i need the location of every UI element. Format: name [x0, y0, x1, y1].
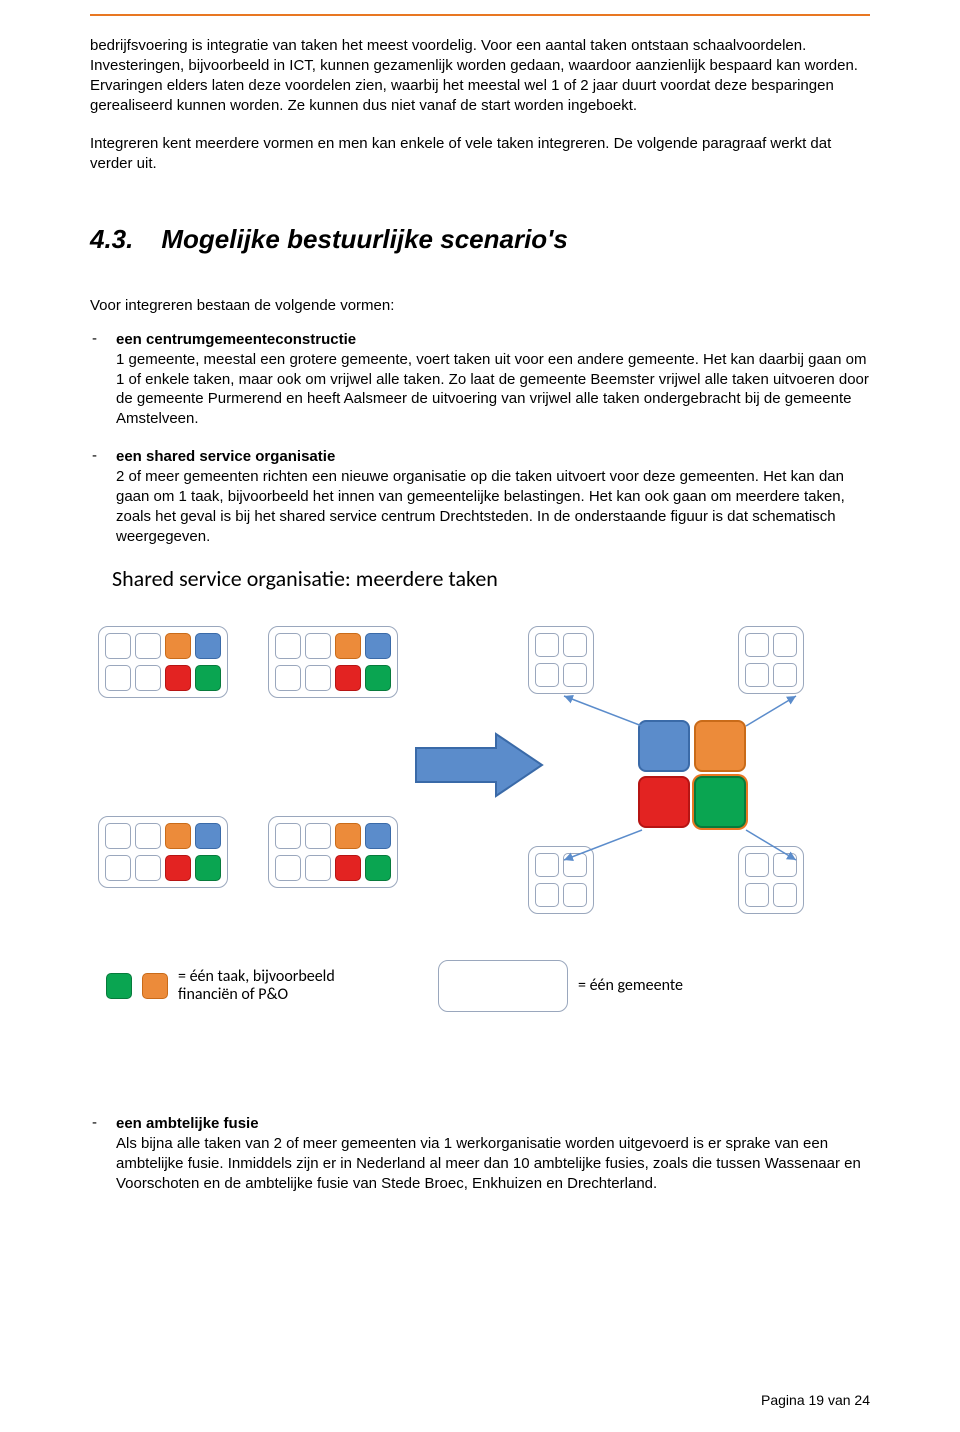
- shared-task-orange: [694, 720, 746, 772]
- connector-line: [742, 826, 802, 866]
- legend-task-green-icon: [106, 973, 132, 999]
- municipality-box: [98, 816, 228, 888]
- item1-title: een centrumgemeenteconstructie: [116, 331, 356, 348]
- diagram-title: Shared service organisatie: meerdere tak…: [112, 565, 870, 592]
- list-item-1: - een centrumgemeenteconstructie 1 gemee…: [90, 330, 870, 430]
- municipality-box-reduced: [738, 626, 804, 694]
- item2-body: 2 of meer gemeenten richten een nieuwe o…: [116, 468, 845, 545]
- intro-paragraph-1: bedrijfsvoering is integratie van taken …: [90, 36, 870, 116]
- legend-task-text: = één taak, bijvoorbeeld financiën of P&…: [178, 968, 378, 1003]
- bullet-icon: -: [90, 447, 116, 547]
- connector-line: [558, 826, 648, 866]
- item2-title: een shared service organisatie: [116, 448, 335, 465]
- shared-service-diagram: = één taak, bijvoorbeeld financiën of P&…: [98, 626, 870, 1086]
- municipality-box: [268, 816, 398, 888]
- bullet-icon: -: [90, 1114, 116, 1194]
- connector-line: [742, 692, 802, 732]
- item3-title: een ambtelijke fusie: [116, 1115, 259, 1132]
- legend-municipality-icon: [438, 960, 568, 1012]
- list-intro: Voor integreren bestaan de volgende vorm…: [90, 297, 870, 314]
- shared-task-green: [694, 776, 746, 828]
- bullet-icon: -: [90, 330, 116, 430]
- heading-number: 4.3.: [90, 224, 133, 255]
- legend-muni-text: = één gemeente: [578, 977, 683, 995]
- section-heading: 4.3. Mogelijke bestuurlijke scenario's: [90, 224, 870, 255]
- item1-body: 1 gemeente, meestal een grotere gemeente…: [116, 351, 869, 428]
- intro-paragraph-2: Integreren kent meerdere vormen en men k…: [90, 134, 870, 174]
- transfer-arrow-icon: [416, 734, 542, 796]
- diagram-legend: = één taak, bijvoorbeeld financiën of P&…: [98, 954, 870, 1012]
- municipality-box: [98, 626, 228, 698]
- page-footer: Pagina 19 van 24: [761, 1392, 870, 1408]
- item3-body: Als bijna alle taken van 2 of meer gemee…: [116, 1135, 861, 1192]
- list-item-3: - een ambtelijke fusie Als bijna alle ta…: [90, 1114, 870, 1194]
- legend-task-orange-icon: [142, 973, 168, 999]
- municipality-box: [268, 626, 398, 698]
- heading-text: Mogelijke bestuurlijke scenario's: [161, 224, 567, 254]
- shared-task-red: [638, 776, 690, 828]
- list-item-2: - een shared service organisatie 2 of me…: [90, 447, 870, 547]
- connector-line: [558, 692, 648, 732]
- top-accent-line: [90, 14, 870, 16]
- page-content: bedrijfsvoering is integratie van taken …: [90, 36, 870, 1212]
- municipality-box-reduced: [528, 626, 594, 694]
